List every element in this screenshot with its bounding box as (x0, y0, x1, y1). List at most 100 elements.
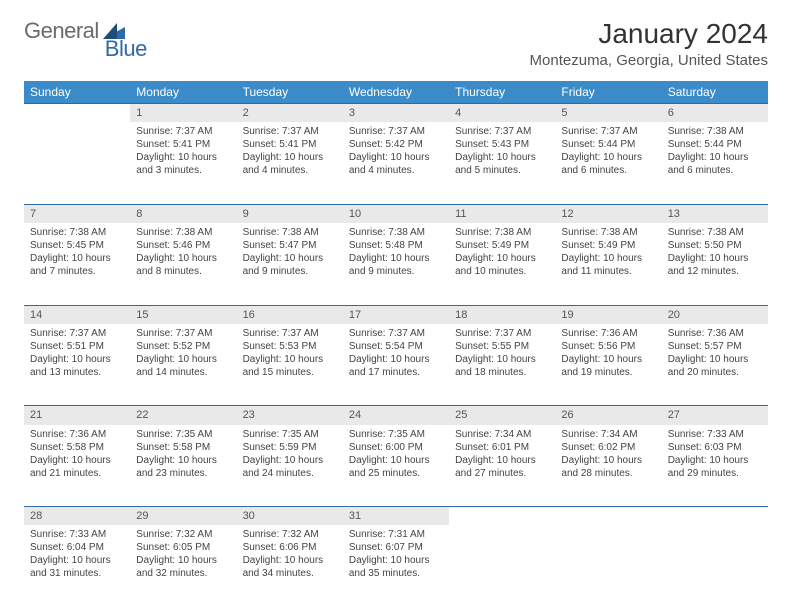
logo: General Blue (24, 18, 147, 44)
day-line: Sunset: 5:52 PM (136, 340, 230, 353)
day-number-row: 21222324252627 (24, 406, 768, 425)
day-line: Sunset: 5:44 PM (668, 138, 762, 151)
day-number: 4 (449, 104, 555, 123)
day-number: 23 (237, 406, 343, 425)
day-cell: Sunrise: 7:37 AMSunset: 5:53 PMDaylight:… (237, 324, 343, 406)
day-line: Daylight: 10 hours (136, 454, 230, 467)
logo-text-1: General (24, 18, 99, 44)
day-number: 29 (130, 507, 236, 526)
day-line: Sunrise: 7:32 AM (243, 528, 337, 541)
day-line: Sunrise: 7:31 AM (349, 528, 443, 541)
day-line: Sunrise: 7:34 AM (455, 428, 549, 441)
day-line: and 32 minutes. (136, 567, 230, 580)
day-line: Sunset: 5:41 PM (243, 138, 337, 151)
day-line: and 10 minutes. (455, 265, 549, 278)
day-line: and 6 minutes. (668, 164, 762, 177)
day-line: Sunset: 5:46 PM (136, 239, 230, 252)
day-line: Sunset: 6:01 PM (455, 441, 549, 454)
day-line: Sunset: 5:58 PM (136, 441, 230, 454)
day-line: Daylight: 10 hours (455, 252, 549, 265)
day-cell (449, 525, 555, 607)
day-line: Daylight: 10 hours (243, 151, 337, 164)
day-line: Sunset: 5:55 PM (455, 340, 549, 353)
day-cell: Sunrise: 7:31 AMSunset: 6:07 PMDaylight:… (343, 525, 449, 607)
day-line: Sunset: 5:41 PM (136, 138, 230, 151)
day-line: and 25 minutes. (349, 467, 443, 480)
day-cell: Sunrise: 7:34 AMSunset: 6:01 PMDaylight:… (449, 425, 555, 507)
day-cell: Sunrise: 7:37 AMSunset: 5:42 PMDaylight:… (343, 122, 449, 204)
day-number (555, 507, 661, 526)
day-line: Sunrise: 7:37 AM (349, 327, 443, 340)
day-line: Sunrise: 7:36 AM (561, 327, 655, 340)
day-line: Daylight: 10 hours (561, 353, 655, 366)
day-line: Sunset: 5:53 PM (243, 340, 337, 353)
day-cell: Sunrise: 7:33 AMSunset: 6:03 PMDaylight:… (662, 425, 768, 507)
weekday-header: Sunday (24, 81, 130, 104)
day-line: Sunrise: 7:38 AM (561, 226, 655, 239)
weekday-header: Thursday (449, 81, 555, 104)
day-line: Daylight: 10 hours (30, 554, 124, 567)
day-line: Sunset: 5:45 PM (30, 239, 124, 252)
day-line: Daylight: 10 hours (455, 353, 549, 366)
day-number: 3 (343, 104, 449, 123)
day-number-row: 28293031 (24, 507, 768, 526)
day-line: Sunset: 5:43 PM (455, 138, 549, 151)
day-cell: Sunrise: 7:38 AMSunset: 5:49 PMDaylight:… (449, 223, 555, 305)
day-line: Daylight: 10 hours (30, 252, 124, 265)
day-line: and 34 minutes. (243, 567, 337, 580)
day-line: Sunrise: 7:38 AM (30, 226, 124, 239)
day-content-row: Sunrise: 7:37 AMSunset: 5:41 PMDaylight:… (24, 122, 768, 204)
day-cell (662, 525, 768, 607)
day-number: 31 (343, 507, 449, 526)
day-number (24, 104, 130, 123)
day-line: and 9 minutes. (243, 265, 337, 278)
weekday-header: Wednesday (343, 81, 449, 104)
day-line: Daylight: 10 hours (668, 151, 762, 164)
day-line: Sunrise: 7:37 AM (561, 125, 655, 138)
day-line: Sunrise: 7:37 AM (349, 125, 443, 138)
day-number: 30 (237, 507, 343, 526)
day-number: 28 (24, 507, 130, 526)
day-line: Daylight: 10 hours (243, 454, 337, 467)
day-line: and 12 minutes. (668, 265, 762, 278)
day-cell: Sunrise: 7:37 AMSunset: 5:52 PMDaylight:… (130, 324, 236, 406)
day-line: Sunset: 6:02 PM (561, 441, 655, 454)
day-number: 18 (449, 305, 555, 324)
day-line: Sunset: 6:06 PM (243, 541, 337, 554)
title-block: January 2024 Montezuma, Georgia, United … (530, 18, 768, 69)
day-cell: Sunrise: 7:38 AMSunset: 5:45 PMDaylight:… (24, 223, 130, 305)
day-line: and 21 minutes. (30, 467, 124, 480)
day-line: Sunrise: 7:37 AM (243, 125, 337, 138)
location: Montezuma, Georgia, United States (530, 52, 768, 69)
day-line: and 6 minutes. (561, 164, 655, 177)
day-line: Sunrise: 7:38 AM (136, 226, 230, 239)
day-line: Daylight: 10 hours (668, 454, 762, 467)
day-line: Sunrise: 7:38 AM (349, 226, 443, 239)
day-line: Daylight: 10 hours (455, 454, 549, 467)
day-line: and 4 minutes. (243, 164, 337, 177)
day-line: Sunrise: 7:37 AM (136, 125, 230, 138)
day-cell: Sunrise: 7:38 AMSunset: 5:48 PMDaylight:… (343, 223, 449, 305)
day-number: 20 (662, 305, 768, 324)
day-number: 2 (237, 104, 343, 123)
day-number: 11 (449, 204, 555, 223)
day-line: and 9 minutes. (349, 265, 443, 278)
day-line: and 27 minutes. (455, 467, 549, 480)
day-line: Sunrise: 7:38 AM (455, 226, 549, 239)
day-line: and 13 minutes. (30, 366, 124, 379)
day-number-row: 123456 (24, 104, 768, 123)
day-number: 13 (662, 204, 768, 223)
day-number: 25 (449, 406, 555, 425)
day-line: Daylight: 10 hours (455, 151, 549, 164)
day-content-row: Sunrise: 7:33 AMSunset: 6:04 PMDaylight:… (24, 525, 768, 607)
day-line: Sunrise: 7:37 AM (30, 327, 124, 340)
day-cell: Sunrise: 7:37 AMSunset: 5:41 PMDaylight:… (237, 122, 343, 204)
day-cell: Sunrise: 7:35 AMSunset: 5:58 PMDaylight:… (130, 425, 236, 507)
day-number: 14 (24, 305, 130, 324)
day-line: Daylight: 10 hours (30, 454, 124, 467)
weekday-header: Tuesday (237, 81, 343, 104)
weekday-header: Friday (555, 81, 661, 104)
day-line: Daylight: 10 hours (243, 353, 337, 366)
day-number: 12 (555, 204, 661, 223)
day-cell: Sunrise: 7:37 AMSunset: 5:54 PMDaylight:… (343, 324, 449, 406)
